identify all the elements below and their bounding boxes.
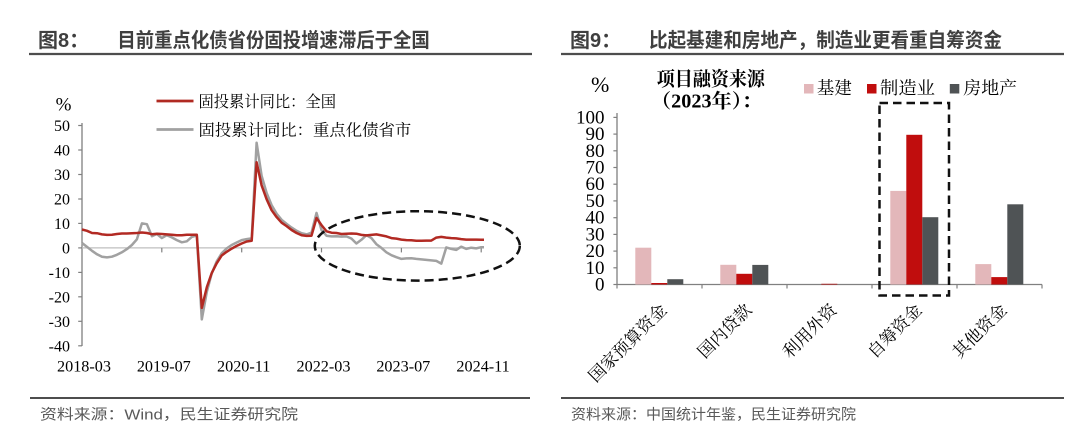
svg-text:20: 20	[586, 241, 605, 262]
svg-text:70: 70	[586, 158, 605, 179]
svg-text:30: 30	[54, 167, 70, 184]
svg-text:40: 40	[586, 208, 605, 229]
svg-text:%: %	[56, 95, 72, 116]
svg-text:基建: 基建	[817, 78, 852, 98]
svg-text:目前重点化债省份固投增速滞后于全国: 目前重点化债省份固投增速滞后于全国	[117, 28, 429, 52]
svg-text:30: 30	[586, 224, 605, 245]
svg-text:2018-03: 2018-03	[57, 358, 111, 376]
svg-text:2024-11: 2024-11	[456, 358, 509, 376]
svg-text:制造业: 制造业	[880, 78, 935, 98]
svg-text:（2023年）：: （2023年）：	[651, 90, 762, 113]
svg-text:80: 80	[586, 141, 605, 162]
svg-text:50: 50	[54, 118, 70, 135]
svg-text:固投累计同比：重点化债省市: 固投累计同比：重点化债省市	[199, 122, 412, 140]
svg-text:固投累计同比：全国: 固投累计同比：全国	[199, 93, 337, 111]
svg-text:-20: -20	[49, 289, 70, 306]
svg-text:2022-03: 2022-03	[297, 358, 351, 376]
svg-text:2019-07: 2019-07	[137, 358, 191, 376]
svg-text:2023-07: 2023-07	[376, 358, 430, 376]
svg-text:60: 60	[586, 174, 605, 195]
svg-text:图9：: 图9：	[570, 30, 621, 52]
svg-text:10: 10	[54, 216, 70, 233]
svg-text:%: %	[591, 72, 609, 97]
svg-text:10: 10	[586, 258, 605, 279]
svg-text:2020-11: 2020-11	[217, 358, 270, 376]
svg-text:20: 20	[54, 192, 70, 209]
svg-text:资料来源：Wind，民生证券研究院: 资料来源：Wind，民生证券研究院	[40, 407, 299, 424]
svg-text:-10: -10	[49, 265, 70, 282]
svg-text:图8：: 图8：	[38, 30, 89, 52]
svg-text:项目融资来源: 项目融资来源	[657, 69, 767, 91]
svg-text:比起基建和房地产，制造业更看重自筹资金: 比起基建和房地产，制造业更看重自筹资金	[649, 28, 1002, 52]
svg-text:房地产: 房地产	[963, 78, 1017, 98]
svg-text:资料来源：中国统计年鉴，民生证券研究院: 资料来源：中国统计年鉴，民生证券研究院	[571, 407, 857, 424]
svg-text:100: 100	[576, 107, 605, 128]
svg-text:0: 0	[595, 275, 605, 296]
svg-text:50: 50	[586, 191, 605, 212]
svg-text:-30: -30	[49, 314, 70, 331]
svg-text:-40: -40	[49, 338, 70, 355]
svg-text:90: 90	[586, 124, 605, 145]
svg-text:40: 40	[54, 143, 70, 160]
svg-text:0: 0	[62, 240, 70, 257]
